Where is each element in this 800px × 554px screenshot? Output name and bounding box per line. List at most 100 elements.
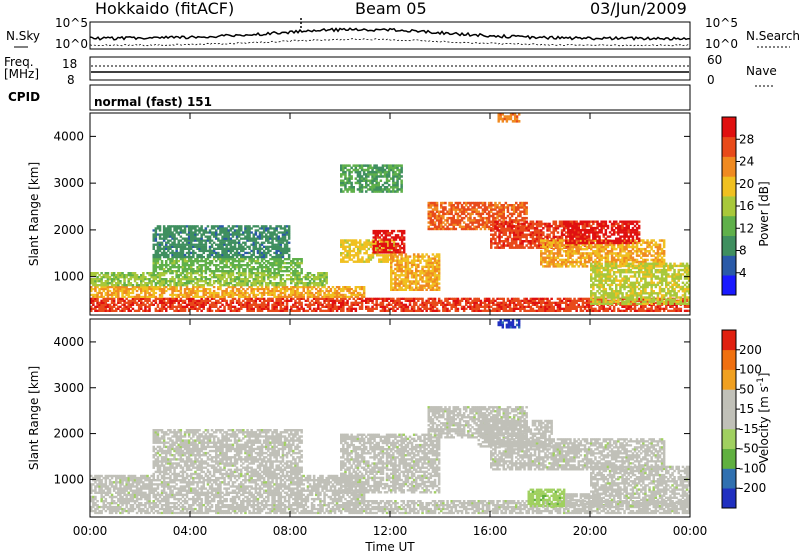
echo-cell	[483, 307, 487, 310]
echo-cell	[156, 288, 160, 291]
echo-cell	[448, 227, 451, 231]
echo-cell	[540, 301, 543, 304]
echo-cell	[219, 280, 222, 283]
echo-cell	[137, 295, 141, 298]
echo-cell	[521, 305, 524, 308]
echo-cell	[352, 291, 355, 295]
echo-cell	[227, 266, 230, 269]
echo-cell	[171, 299, 174, 302]
echo-cell	[196, 278, 199, 281]
echo-cell	[283, 288, 287, 291]
echo-cell	[162, 249, 166, 253]
echo-cell	[271, 291, 274, 295]
echo-cell	[361, 243, 364, 246]
echo-cell	[215, 291, 218, 295]
echo-cell	[356, 301, 360, 304]
echo-cell	[237, 239, 241, 242]
echo-cell	[340, 254, 343, 257]
echo-cell	[498, 208, 501, 211]
echo-cell	[96, 276, 99, 279]
echo-cell	[473, 221, 476, 224]
echo-cell	[127, 291, 130, 295]
echo-cell	[517, 307, 520, 310]
echo-cell	[367, 297, 370, 300]
echo-cell	[92, 282, 95, 285]
echo-cell	[382, 242, 386, 246]
echo-cell	[329, 307, 333, 310]
echo-cell	[242, 274, 245, 277]
echo-cell	[110, 272, 114, 275]
echo-cell	[254, 243, 258, 246]
echo-cell	[125, 288, 128, 291]
echo-cell	[388, 242, 392, 246]
echo-cell	[106, 289, 110, 293]
echo-cell	[240, 249, 243, 253]
echo-cell	[435, 267, 439, 271]
echo-cell	[92, 303, 95, 306]
echo-cell	[452, 208, 455, 211]
echo-cell	[403, 244, 406, 248]
echo-cell	[248, 231, 251, 234]
echo-cell	[210, 284, 214, 287]
echo-cell	[162, 237, 166, 240]
echo-cell	[260, 241, 264, 244]
echo-cell	[179, 282, 183, 285]
echo-cell	[287, 233, 291, 236]
echo-cell	[112, 280, 116, 283]
echo-cell	[110, 295, 114, 298]
echo-cell	[194, 229, 197, 232]
echo-cell	[427, 269, 430, 273]
echo-cell	[398, 253, 401, 256]
echo-cell	[183, 231, 187, 234]
echo-cell	[425, 263, 428, 267]
echo-cell	[515, 221, 518, 224]
echo-cell	[217, 276, 220, 279]
echo-cell	[342, 256, 345, 259]
echo-cell	[217, 274, 220, 277]
echo-cell	[281, 251, 285, 255]
echo-cell	[502, 242, 505, 245]
echo-cell	[452, 221, 455, 224]
echo-cell	[190, 245, 193, 248]
echo-cell	[202, 255, 205, 259]
echo-cell	[310, 288, 314, 291]
echo-cell	[256, 307, 260, 310]
echo-cell	[187, 280, 191, 283]
echo-cell	[177, 280, 180, 283]
echo-cell	[267, 299, 270, 302]
echo-cell	[200, 289, 203, 293]
echo-cell	[271, 231, 274, 234]
echo-cell	[382, 236, 386, 239]
echo-cell	[300, 286, 303, 289]
echo-cell	[290, 297, 293, 300]
echo-cell	[187, 255, 191, 259]
echo-cell	[496, 225, 499, 229]
echo-cell	[394, 272, 397, 275]
echo-cell	[350, 305, 353, 308]
echo-region	[372, 229, 406, 254]
echo-cell	[388, 244, 392, 248]
echo-cell	[342, 288, 345, 291]
echo-cell	[431, 288, 435, 291]
echo-cell	[415, 280, 418, 283]
echo-cell	[225, 237, 228, 240]
echo-cell	[162, 291, 166, 295]
echo-cell	[421, 265, 424, 269]
echo-cell	[227, 274, 230, 277]
echo-cell	[376, 232, 379, 235]
echo-cell	[429, 280, 433, 283]
echo-cell	[384, 251, 388, 254]
echo-cell	[202, 284, 205, 287]
echo-cell	[92, 293, 95, 296]
echo-cell	[319, 297, 322, 300]
echo-cell	[256, 309, 260, 312]
echo-cell	[325, 278, 328, 281]
echo-cell	[200, 309, 203, 312]
echo-cell	[137, 307, 141, 310]
echo-cell	[112, 272, 116, 275]
echo-cell	[427, 225, 430, 229]
echo-cell	[196, 237, 199, 240]
echo-cell	[685, 297, 689, 300]
echo-cell	[271, 288, 274, 291]
echo-cell	[435, 278, 439, 281]
